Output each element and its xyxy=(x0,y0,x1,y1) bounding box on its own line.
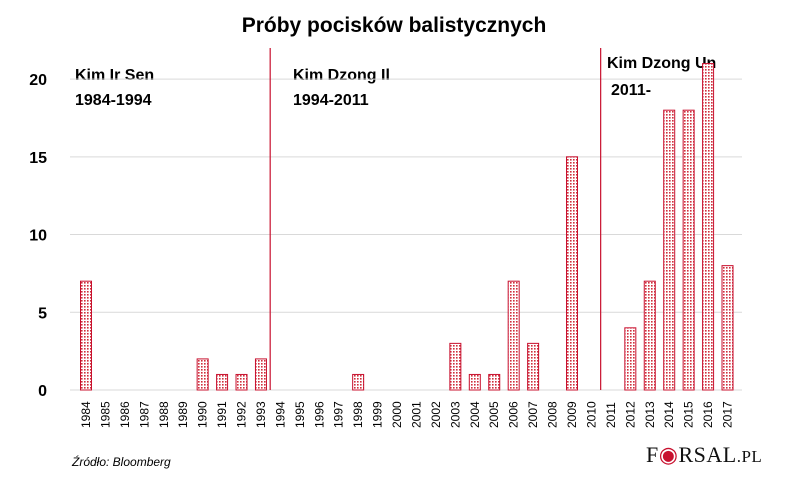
bar xyxy=(196,358,209,391)
source-note: Źródło: Bloomberg xyxy=(72,455,171,469)
x-tick-label: 1996 xyxy=(312,401,326,428)
y-tick-label: 15 xyxy=(29,150,47,167)
y-tick-label: 5 xyxy=(38,305,47,322)
x-tick-label: 1987 xyxy=(137,401,151,428)
bar xyxy=(702,63,715,391)
x-tick-label: 1999 xyxy=(371,401,385,428)
y-tick-label: 10 xyxy=(29,228,47,245)
x-tick-label: 1990 xyxy=(196,401,210,428)
bar xyxy=(468,373,481,391)
x-tick-label: 1994 xyxy=(273,401,287,428)
era-label-kim-ir-sen: Kim Ir Sen xyxy=(75,67,155,84)
x-tick-label: 2012 xyxy=(623,401,637,428)
era-years-kim-ir-sen: 1984-1994 xyxy=(75,92,152,109)
bar xyxy=(352,373,365,391)
x-tick-label: 2004 xyxy=(468,401,482,428)
bar xyxy=(507,280,520,391)
chart-title: Próby pocisków balistycznych xyxy=(241,14,547,37)
bar xyxy=(488,373,501,391)
x-tick-label: 1995 xyxy=(293,401,307,428)
bar xyxy=(80,280,92,391)
x-tick-label: 2006 xyxy=(507,401,521,428)
bar xyxy=(624,327,637,391)
x-tick-label: 1986 xyxy=(118,401,132,428)
x-tick-label: 1993 xyxy=(254,401,268,428)
x-tick-label: 2001 xyxy=(409,401,423,428)
x-tick-label: 2016 xyxy=(701,401,715,428)
y-tick-label: 0 xyxy=(38,383,47,400)
logo-mark: ◉ xyxy=(658,442,679,467)
x-tick-label: 1989 xyxy=(176,401,190,428)
bar xyxy=(663,109,676,391)
x-tick-label: 2005 xyxy=(487,401,501,428)
logo-word: RSAL xyxy=(678,442,737,467)
x-tick-label: 2017 xyxy=(721,401,735,428)
x-tick-label: 2010 xyxy=(584,401,598,428)
era-years-kim-dzong-un: 2011- xyxy=(611,82,652,99)
era-label-kim-dzong-un: Kim Dzong Un xyxy=(607,55,717,72)
x-tick-label: 1997 xyxy=(332,401,346,428)
x-tick-label: 2002 xyxy=(429,401,443,428)
y-tick-label: 20 xyxy=(29,72,47,89)
bar xyxy=(721,265,734,391)
bar xyxy=(682,109,695,391)
x-tick-label: 2007 xyxy=(526,401,540,428)
x-tick-label: 1985 xyxy=(98,401,112,428)
x-tick-label: 2015 xyxy=(682,401,696,428)
x-tick-label: 2009 xyxy=(565,401,579,428)
bar xyxy=(449,342,462,391)
bar xyxy=(643,280,656,391)
bar xyxy=(566,156,578,391)
x-tick-label: 1984 xyxy=(79,401,93,428)
forsal-logo: F◉RSAL.PL xyxy=(646,442,762,468)
x-tick-label: 2000 xyxy=(390,401,404,428)
era-years-kim-dzong-il: 1994-2011 xyxy=(293,92,369,109)
x-tick-label: 2011 xyxy=(604,402,618,428)
bar xyxy=(527,342,540,391)
logo-domain: .PL xyxy=(736,447,763,466)
x-tick-label: 2003 xyxy=(448,401,462,428)
x-tick-label: 1992 xyxy=(235,401,249,428)
x-tick-label: 1998 xyxy=(351,401,365,428)
logo-letter-f: F xyxy=(646,442,659,467)
era-label-kim-dzong-il: Kim Dzong Il xyxy=(293,67,390,84)
bar xyxy=(235,373,248,391)
x-tick-label: 1991 xyxy=(215,401,229,428)
x-tick-label: 1988 xyxy=(157,401,171,428)
x-tick-label: 2013 xyxy=(643,401,657,428)
x-tick-label: 2014 xyxy=(662,401,676,428)
bar xyxy=(254,358,267,391)
x-tick-label: 2008 xyxy=(546,401,560,428)
bar xyxy=(216,373,229,391)
